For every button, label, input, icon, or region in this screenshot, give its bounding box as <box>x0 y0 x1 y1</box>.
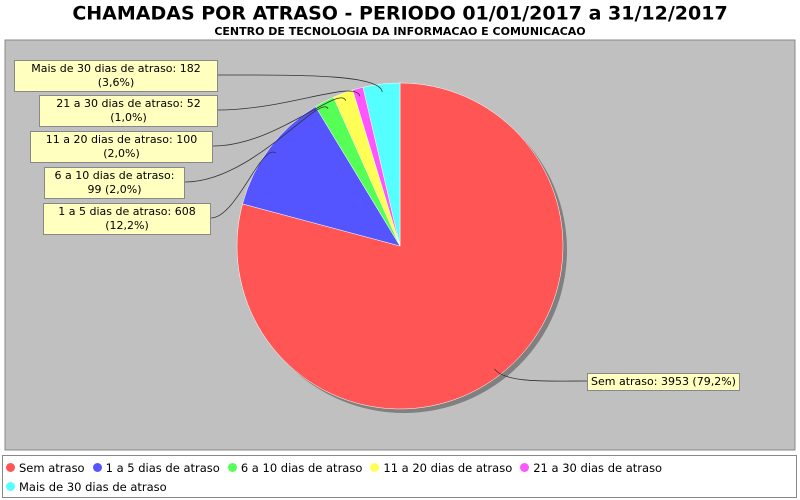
pie-slice <box>362 82 401 247</box>
legend-swatch <box>370 463 380 472</box>
data-label: 21 a 30 dias de atraso: 52 (1,0%) <box>39 95 218 127</box>
data-label: Mais de 30 dias de atraso: 182 (3,6%) <box>14 60 218 92</box>
legend-label: Mais de 30 dias de atraso <box>19 479 167 494</box>
legend-label: Sem atraso <box>19 460 85 475</box>
legend-label: 6 a 10 dias de atraso <box>240 460 363 475</box>
legend-swatch <box>6 463 15 472</box>
legend-label: 1 a 5 dias de atraso <box>105 460 220 475</box>
legend-item: 1 a 5 dias de atraso <box>92 458 220 477</box>
label-link <box>494 368 588 382</box>
data-label: 11 a 20 dias de atraso: 100 (2,0%) <box>30 131 213 163</box>
legend-swatch <box>227 463 237 472</box>
chart-subtitle: CENTRO DE TECNOLOGIA DA INFORMACAO E COM… <box>214 25 585 38</box>
label-link <box>210 151 277 219</box>
pie-slice <box>236 82 564 410</box>
label-link <box>217 90 361 111</box>
legend: Sem atraso 1 a 5 dias de atraso 6 a 10 dia… <box>2 455 797 498</box>
legend-swatch <box>92 463 102 472</box>
label-link <box>217 74 383 93</box>
data-label: 6 a 10 dias de atraso: 99 (2,0%) <box>44 167 185 199</box>
legend-label: 11 a 20 dias de atraso <box>383 460 513 475</box>
legend-swatch <box>520 463 530 472</box>
legend-item: Sem atraso <box>6 458 85 477</box>
legend-label: 21 a 30 dias de atraso <box>533 460 663 475</box>
chart-title: CHAMADAS POR ATRASO - PERIODO 01/01/2017… <box>72 3 727 25</box>
legend-item: 11 a 20 dias de atraso <box>370 458 512 477</box>
legend-item: 6 a 10 dias de atraso <box>227 458 363 477</box>
legend-item: Mais de 30 dias de atraso <box>6 477 167 496</box>
label-link <box>212 97 347 147</box>
legend-item: 21 a 30 dias de atraso <box>520 458 662 477</box>
data-label: 1 a 5 dias de atraso: 608 (12,2%) <box>43 203 211 235</box>
label-link <box>184 106 329 183</box>
data-label: Sem atraso: 3953 (79,2%) <box>587 373 740 391</box>
pie-slice <box>242 106 401 247</box>
legend-swatch <box>6 482 15 491</box>
